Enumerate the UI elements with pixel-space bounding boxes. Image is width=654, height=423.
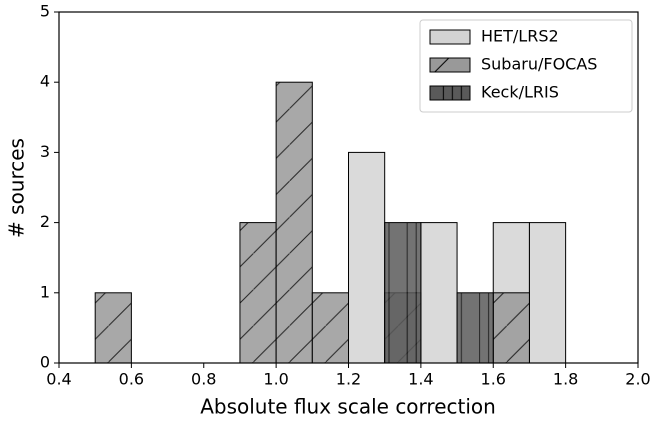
x-tick-label: 0.6 (119, 370, 144, 389)
x-tick-label: 1.6 (481, 370, 506, 389)
x-tick-label: 0.8 (191, 370, 216, 389)
bar (275, 81, 313, 364)
bar (528, 222, 567, 364)
bar (456, 292, 494, 364)
bar (239, 222, 277, 364)
bar (384, 222, 422, 364)
x-tick-label: 1.4 (408, 370, 433, 389)
x-tick-label: 1.0 (263, 370, 288, 389)
legend-swatch (429, 29, 471, 45)
legend-label: Keck/LRIS (481, 83, 559, 102)
x-tick-label: 1.8 (553, 370, 578, 389)
bar (420, 222, 458, 364)
bar (348, 151, 386, 364)
legend-swatch (429, 57, 471, 73)
x-axis-label: Absolute flux scale correction (200, 395, 496, 419)
legend-box (419, 19, 633, 113)
bar (492, 292, 530, 364)
y-axis-label: # sources (5, 138, 29, 238)
x-tick-label: 0.4 (46, 370, 71, 389)
y-tick-label: 4 (40, 72, 50, 91)
bar (94, 292, 132, 364)
legend-swatch (429, 85, 471, 101)
y-tick-label: 3 (40, 142, 50, 161)
legend-label: Subaru/FOCAS (481, 55, 597, 74)
bar (311, 292, 349, 364)
x-tick-label: 1.2 (336, 370, 361, 389)
y-tick-label: 2 (40, 212, 50, 231)
x-tick-label: 2.0 (625, 370, 650, 389)
y-tick-label: 5 (40, 2, 50, 21)
y-tick-label: 1 (40, 282, 50, 301)
y-tick-label: 0 (40, 353, 50, 372)
plot-area (94, 81, 567, 364)
legend-label: HET/LRS2 (481, 27, 559, 46)
